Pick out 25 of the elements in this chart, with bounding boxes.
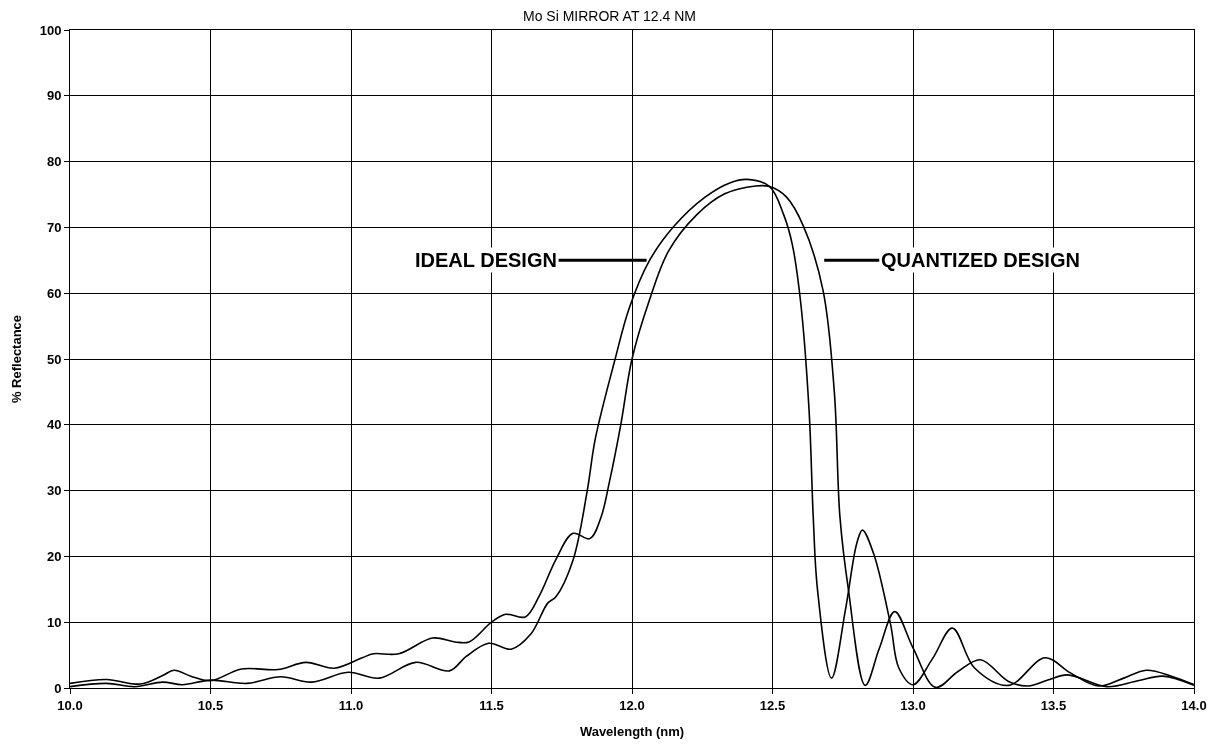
y-tick-label: 0 <box>54 680 62 696</box>
y-tick-label: 20 <box>46 548 62 564</box>
y-tick-label: 80 <box>46 154 62 170</box>
x-tick-label: 11.5 <box>479 697 504 713</box>
chart-title: Mo Si MIRROR AT 12.4 NM <box>523 8 696 25</box>
x-tick-label: 10.0 <box>57 697 83 713</box>
y-tick-label: 50 <box>46 351 62 367</box>
y-tick-label: 100 <box>39 22 62 38</box>
y-tick-label: 70 <box>46 219 62 235</box>
y-tick-label: 30 <box>46 483 62 499</box>
x-tick-label: 10.5 <box>197 697 224 713</box>
x-tick-label: 14.0 <box>1181 697 1207 713</box>
x-tick-label: 12.5 <box>759 697 786 713</box>
x-tick-label: 13.5 <box>1040 697 1067 713</box>
annotation: IDEAL DESIGN <box>415 249 557 271</box>
y-tick-label: 90 <box>46 88 62 104</box>
y-axis-title: % Reflectance <box>8 314 24 404</box>
annotation: QUANTIZED DESIGN <box>881 249 1080 271</box>
y-tick-label: 60 <box>46 285 62 301</box>
y-tick-label: 40 <box>46 417 62 433</box>
x-axis-title: Wavelength (nm) <box>579 724 685 740</box>
x-tick-label: 13.0 <box>900 697 926 713</box>
y-tick-label: 10 <box>46 614 62 630</box>
x-tick-label: 12.0 <box>619 697 645 713</box>
x-tick-label: 11.0 <box>338 697 364 713</box>
